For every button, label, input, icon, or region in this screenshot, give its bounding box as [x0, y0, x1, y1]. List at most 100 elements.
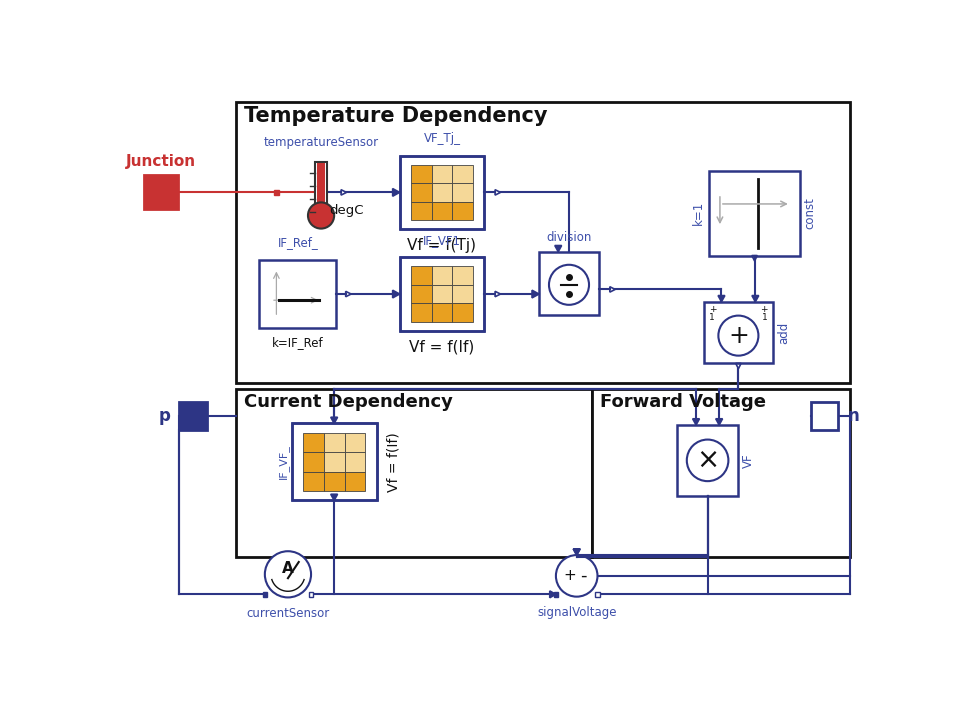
- Text: ×: ×: [696, 446, 719, 474]
- Text: Vf = f(Tj): Vf = f(Tj): [407, 238, 476, 253]
- Bar: [236, 388, 592, 557]
- Text: IF_VF1: IF_VF1: [423, 233, 461, 247]
- Bar: [292, 424, 376, 501]
- Bar: [324, 452, 345, 472]
- Bar: [236, 102, 850, 384]
- Text: VF_Tj_: VF_Tj_: [423, 132, 461, 145]
- Circle shape: [308, 202, 334, 228]
- Bar: [595, 592, 600, 596]
- Polygon shape: [573, 549, 580, 555]
- Circle shape: [556, 555, 597, 596]
- Bar: [292, 424, 376, 501]
- Bar: [399, 156, 484, 229]
- Text: +: +: [564, 568, 576, 583]
- Bar: [275, 190, 278, 195]
- Bar: [411, 164, 431, 183]
- Bar: [677, 425, 738, 496]
- Bar: [259, 260, 336, 328]
- Circle shape: [718, 316, 758, 355]
- Text: -: -: [581, 567, 587, 585]
- Text: k=IF_Ref: k=IF_Ref: [272, 336, 324, 348]
- Polygon shape: [716, 419, 723, 425]
- Text: n: n: [848, 407, 859, 424]
- Bar: [302, 452, 324, 472]
- Polygon shape: [532, 290, 539, 298]
- Bar: [411, 183, 431, 202]
- Bar: [592, 388, 850, 557]
- Text: Junction: Junction: [126, 154, 196, 169]
- Text: Forward Voltage: Forward Voltage: [600, 393, 766, 412]
- Bar: [411, 303, 431, 322]
- Bar: [345, 452, 366, 472]
- Bar: [411, 266, 431, 285]
- Bar: [411, 202, 431, 220]
- Bar: [180, 402, 207, 429]
- Bar: [431, 285, 452, 303]
- Polygon shape: [331, 494, 338, 501]
- Text: Vf = f(If): Vf = f(If): [387, 432, 400, 492]
- Bar: [452, 266, 473, 285]
- Bar: [811, 402, 838, 429]
- Polygon shape: [573, 549, 580, 555]
- Bar: [411, 285, 431, 303]
- Bar: [452, 164, 473, 183]
- Bar: [309, 592, 313, 596]
- Text: Temperature Dependency: Temperature Dependency: [244, 106, 547, 126]
- Polygon shape: [550, 591, 556, 598]
- Polygon shape: [393, 290, 399, 298]
- Polygon shape: [693, 419, 700, 425]
- Bar: [345, 433, 366, 452]
- Circle shape: [549, 265, 589, 305]
- Bar: [539, 252, 599, 315]
- Bar: [262, 592, 267, 596]
- Text: k=1: k=1: [692, 201, 706, 226]
- Text: IF_VF_: IF_VF_: [277, 444, 289, 479]
- Text: currentSensor: currentSensor: [247, 607, 329, 620]
- Bar: [144, 176, 178, 209]
- Circle shape: [686, 440, 729, 481]
- Polygon shape: [752, 295, 758, 302]
- Polygon shape: [718, 295, 725, 302]
- Text: add: add: [777, 321, 790, 343]
- Bar: [345, 472, 366, 491]
- Text: p: p: [158, 407, 170, 424]
- Bar: [324, 472, 345, 491]
- Bar: [315, 161, 327, 211]
- Polygon shape: [331, 417, 338, 424]
- Text: Vf = f(If): Vf = f(If): [409, 340, 474, 355]
- Bar: [431, 202, 452, 220]
- Text: +: +: [728, 324, 749, 348]
- Text: A: A: [282, 560, 294, 576]
- Text: +
1: + 1: [709, 305, 716, 321]
- Text: const: const: [804, 197, 817, 229]
- Bar: [431, 164, 452, 183]
- Text: VF: VF: [742, 453, 756, 467]
- Text: degC: degC: [328, 204, 363, 216]
- Bar: [399, 257, 484, 331]
- Bar: [709, 171, 800, 255]
- Bar: [431, 303, 452, 322]
- Bar: [452, 183, 473, 202]
- Bar: [452, 303, 473, 322]
- Bar: [302, 472, 324, 491]
- Bar: [704, 302, 773, 363]
- Text: IF_Ref_: IF_Ref_: [277, 236, 319, 250]
- Bar: [431, 266, 452, 285]
- Bar: [324, 433, 345, 452]
- Bar: [399, 257, 484, 331]
- Bar: [317, 163, 324, 205]
- Bar: [302, 433, 324, 452]
- Bar: [431, 183, 452, 202]
- Bar: [452, 285, 473, 303]
- Text: +
1: + 1: [760, 305, 768, 321]
- Text: temperatureSensor: temperatureSensor: [263, 135, 378, 149]
- Text: division: division: [546, 231, 591, 244]
- Bar: [452, 202, 473, 220]
- Bar: [554, 592, 558, 596]
- Bar: [399, 156, 484, 229]
- Text: Current Dependency: Current Dependency: [244, 393, 453, 412]
- Polygon shape: [555, 245, 562, 252]
- Circle shape: [265, 551, 311, 597]
- Text: signalVoltage: signalVoltage: [537, 606, 616, 619]
- Polygon shape: [393, 189, 399, 196]
